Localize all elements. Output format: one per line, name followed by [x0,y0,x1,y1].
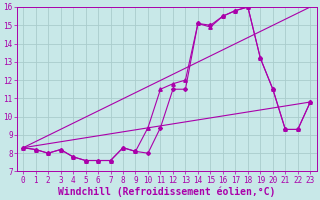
X-axis label: Windchill (Refroidissement éolien,°C): Windchill (Refroidissement éolien,°C) [58,186,276,197]
